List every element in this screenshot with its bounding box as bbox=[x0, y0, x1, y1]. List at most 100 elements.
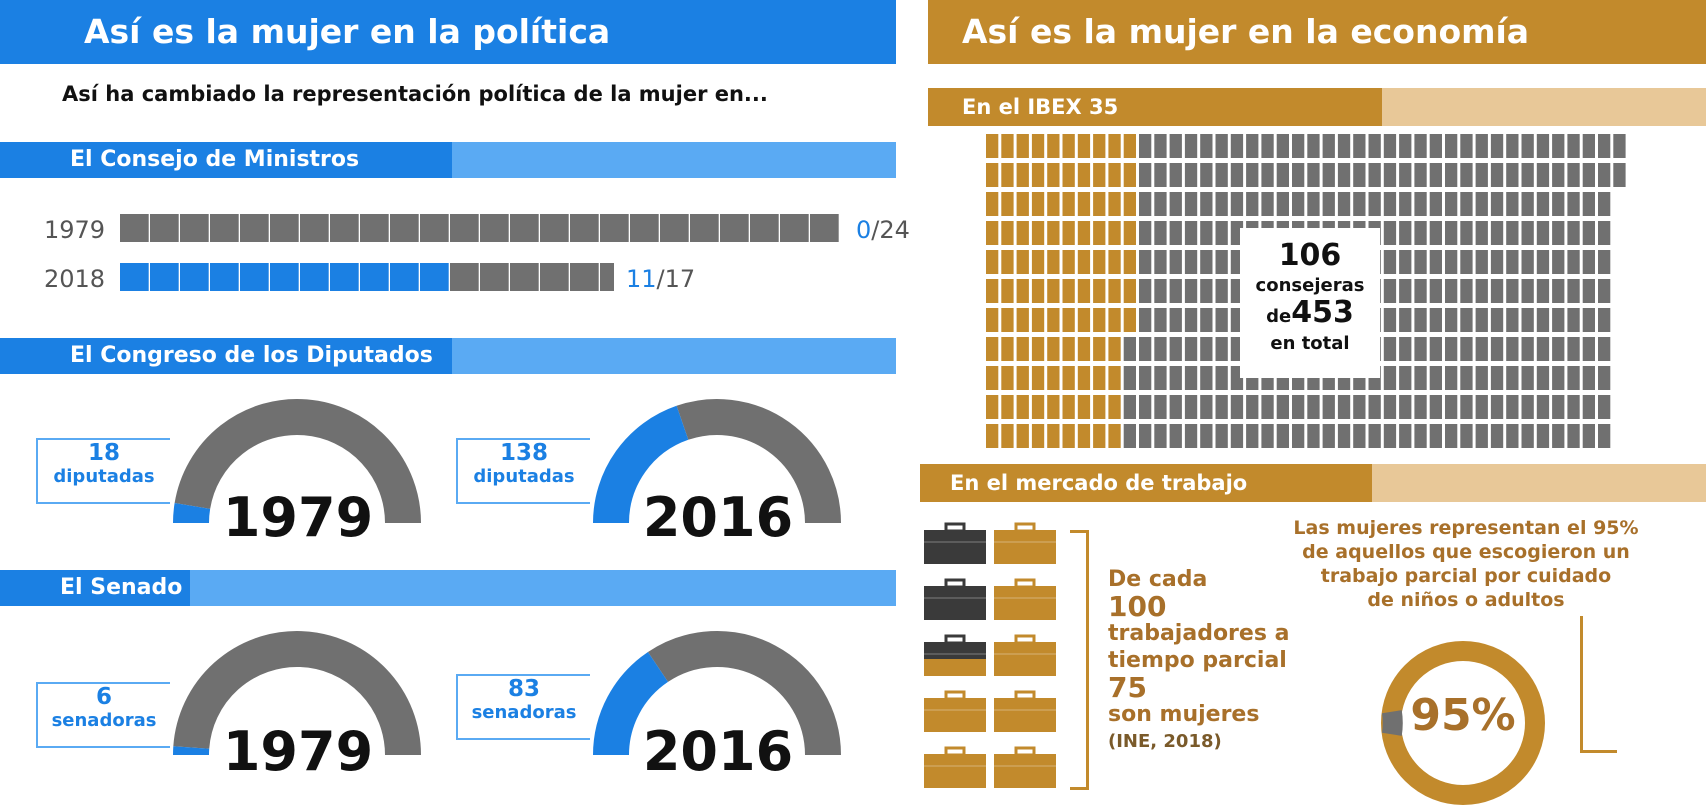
ibex-woman-cell bbox=[1031, 192, 1045, 216]
ibex-cell bbox=[1383, 250, 1397, 274]
ibex-cell bbox=[1552, 424, 1565, 448]
ibex-cell bbox=[1506, 163, 1519, 187]
ibex-cell bbox=[1230, 424, 1244, 448]
congreso-header: El Congreso de los Diputados bbox=[0, 338, 452, 374]
congreso-unit-2016: diputadas bbox=[473, 466, 575, 487]
ibex-woman-cell bbox=[1047, 221, 1060, 245]
congreso-gauge-1979 bbox=[173, 399, 421, 524]
ibex-cell bbox=[1582, 250, 1595, 274]
ibex-cell bbox=[1429, 163, 1442, 187]
ibex-cell bbox=[1200, 279, 1213, 303]
consejo-total-1979: /24 bbox=[871, 216, 910, 244]
ibex-woman-cell bbox=[1062, 366, 1075, 390]
ibex-woman-cell bbox=[1016, 308, 1029, 332]
ibex-cell bbox=[1246, 192, 1259, 216]
minister-segment bbox=[450, 214, 479, 242]
gauge-women-arc bbox=[593, 405, 689, 524]
ibex-cell bbox=[1582, 134, 1595, 158]
minister-segment bbox=[720, 214, 749, 242]
ibex-cell bbox=[1383, 163, 1397, 187]
ibex-cell bbox=[1429, 337, 1442, 361]
ibex-cell bbox=[1598, 192, 1611, 216]
ibex-woman-cell bbox=[1093, 163, 1106, 187]
ibex-woman-cell bbox=[1108, 424, 1121, 448]
consejo-bar-1979 bbox=[120, 214, 839, 242]
ibex-woman-cell bbox=[1001, 163, 1014, 187]
ibex-cell bbox=[1521, 134, 1534, 158]
minister-segment bbox=[120, 214, 149, 242]
ibex-cell bbox=[1399, 221, 1412, 245]
ibex-woman-cell bbox=[1093, 250, 1106, 274]
trabajo-percent: 95% bbox=[1410, 690, 1516, 741]
minister-segment bbox=[480, 214, 509, 242]
ibex-cell bbox=[1353, 395, 1366, 419]
ibex-cell bbox=[1490, 192, 1504, 216]
minister-woman-segment bbox=[270, 263, 299, 291]
ibex-cell bbox=[1429, 279, 1442, 303]
trabajo-text-4: tiempo parcial bbox=[1108, 648, 1287, 673]
ibex-cell bbox=[1154, 395, 1167, 419]
ibex-cell bbox=[1521, 163, 1534, 187]
ibex-cell bbox=[1383, 424, 1397, 448]
ibex-woman-cell bbox=[1031, 337, 1045, 361]
ibex-cell bbox=[1215, 192, 1228, 216]
ibex-cell bbox=[1368, 424, 1381, 448]
ibex-cell bbox=[1154, 337, 1167, 361]
ibex-cell bbox=[1337, 424, 1351, 448]
ibex-cell bbox=[1353, 192, 1366, 216]
ibex-cell bbox=[1139, 395, 1152, 419]
ibex-cell bbox=[1490, 279, 1504, 303]
ibex-cell bbox=[1414, 192, 1427, 216]
ibex-cell bbox=[1200, 337, 1213, 361]
minister-segment bbox=[690, 214, 719, 242]
ibex-woman-cell bbox=[1031, 424, 1045, 448]
ibex-cell bbox=[1414, 163, 1427, 187]
ibex-woman-cell bbox=[1001, 395, 1014, 419]
ibex-woman-cell bbox=[1108, 279, 1121, 303]
ibex-cell bbox=[1475, 221, 1488, 245]
ibex-cell bbox=[1429, 366, 1442, 390]
trabajo-text: De cada 100 trabajadores a tiempo parcia… bbox=[1108, 566, 1318, 755]
minister-woman-segment bbox=[390, 263, 419, 291]
economy-title: Así es la mujer en la economía bbox=[962, 12, 1530, 51]
ibex-cell bbox=[1200, 366, 1213, 390]
minister-segment bbox=[510, 214, 539, 242]
ibex-cell bbox=[1506, 308, 1519, 332]
senado-unit-1979: senadoras bbox=[51, 710, 157, 731]
ibex-cell bbox=[1200, 134, 1213, 158]
ibex-woman-cell bbox=[1108, 221, 1121, 245]
ibex-cell bbox=[1353, 163, 1366, 187]
ibex-cell bbox=[1460, 279, 1473, 303]
ibex-cell bbox=[1215, 163, 1228, 187]
senado-callout-2016: 83 senadoras bbox=[456, 674, 590, 740]
ibex-cell bbox=[1598, 163, 1611, 187]
ibex-line3: en total bbox=[1270, 333, 1350, 354]
politics-title: Así es la mujer en la política bbox=[84, 12, 611, 51]
ibex-cell bbox=[1490, 395, 1504, 419]
ibex-cell bbox=[1506, 134, 1519, 158]
ibex-woman-cell bbox=[1016, 395, 1029, 419]
ibex-woman-cell bbox=[1001, 279, 1014, 303]
ibex-cell bbox=[1261, 192, 1274, 216]
ibex-cell bbox=[1552, 279, 1565, 303]
ibex-cell bbox=[1521, 250, 1534, 274]
ibex-cell bbox=[1414, 308, 1427, 332]
consejo-year-1979: 1979 bbox=[44, 216, 106, 244]
ibex-woman-cell bbox=[986, 279, 999, 303]
minister-segment bbox=[330, 214, 359, 242]
minister-segment bbox=[150, 214, 179, 242]
ibex-woman-cell bbox=[1093, 134, 1106, 158]
ibex-cell bbox=[1552, 337, 1565, 361]
consejo-year-2018: 2018 bbox=[44, 265, 106, 293]
ibex-cell bbox=[1399, 395, 1412, 419]
ibex-cell bbox=[1123, 366, 1136, 390]
ibex-woman-cell bbox=[1108, 308, 1121, 332]
minister-woman-segment bbox=[240, 263, 269, 291]
ibex-cell bbox=[1184, 163, 1198, 187]
ibex-woman-cell bbox=[1093, 395, 1106, 419]
ibex-woman-cell bbox=[1001, 337, 1014, 361]
ibex-cell bbox=[1552, 308, 1565, 332]
ibex-cell bbox=[1215, 221, 1228, 245]
ibex-cell bbox=[1445, 366, 1458, 390]
ibex-woman-cell bbox=[1062, 337, 1075, 361]
